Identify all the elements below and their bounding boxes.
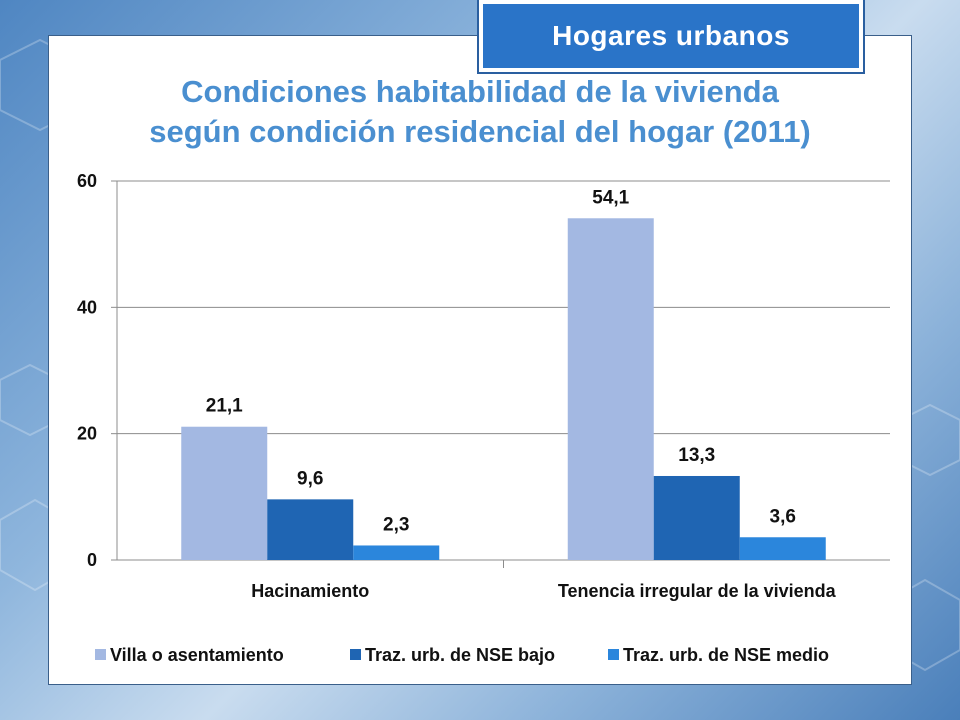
chart-title: Condiciones habitabilidad de la vivienda… — [48, 72, 912, 152]
bar — [739, 537, 826, 560]
badge-label: Hogares urbanos — [552, 20, 790, 51]
data-label: 54,1 — [592, 187, 629, 208]
chart-title-line1: Condiciones habitabilidad de la vivienda — [181, 74, 779, 109]
y-tick-label: 60 — [77, 171, 97, 191]
bar — [353, 545, 440, 560]
legend-label: Villa o asentamiento — [110, 645, 284, 665]
section-badge: Hogares urbanos — [479, 0, 863, 72]
legend-label: Traz. urb. de NSE bajo — [365, 645, 555, 665]
data-label: 9,6 — [297, 468, 323, 489]
bar — [653, 475, 740, 560]
bar — [567, 218, 654, 561]
chart-panel — [48, 35, 912, 685]
y-tick-label: 0 — [87, 550, 97, 570]
legend-swatch — [95, 649, 106, 660]
bar — [181, 426, 268, 560]
x-category-label: Tenencia irregular de la vivienda — [558, 581, 837, 601]
x-category-label: Hacinamiento — [251, 581, 369, 601]
legend-label: Traz. urb. de NSE medio — [623, 645, 829, 665]
chart-title-line2: según condición residencial del hogar (2… — [149, 114, 811, 149]
bar — [267, 499, 354, 560]
legend-swatch — [608, 649, 619, 660]
y-tick-label: 40 — [77, 297, 97, 317]
legend-swatch — [350, 649, 361, 660]
data-label: 13,3 — [678, 445, 715, 466]
y-tick-label: 20 — [77, 424, 97, 444]
data-label: 3,6 — [770, 506, 796, 527]
data-label: 21,1 — [206, 396, 243, 417]
data-label: 2,3 — [383, 514, 409, 535]
